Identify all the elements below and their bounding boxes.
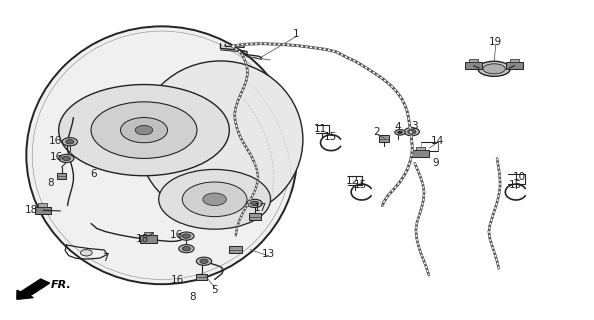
Bar: [465, 62, 482, 69]
Circle shape: [59, 84, 229, 176]
Ellipse shape: [483, 64, 505, 74]
Circle shape: [203, 193, 226, 205]
Text: 4: 4: [395, 122, 402, 132]
Circle shape: [247, 199, 263, 207]
Bar: [510, 59, 519, 62]
Text: 18: 18: [136, 234, 150, 244]
Text: 16: 16: [170, 275, 184, 285]
Circle shape: [62, 138, 77, 146]
Text: 19: 19: [489, 37, 503, 47]
Circle shape: [59, 154, 74, 163]
Bar: [416, 147, 425, 150]
Bar: [379, 135, 390, 142]
Circle shape: [200, 259, 208, 263]
Circle shape: [135, 125, 153, 135]
Circle shape: [159, 169, 270, 229]
Text: 8: 8: [48, 178, 54, 188]
Text: 5: 5: [211, 284, 218, 294]
Text: 12: 12: [346, 176, 359, 186]
Text: 1: 1: [292, 29, 299, 39]
Circle shape: [62, 156, 71, 161]
Ellipse shape: [138, 61, 303, 218]
Ellipse shape: [478, 61, 510, 76]
Text: 9: 9: [432, 157, 438, 167]
Text: 11: 11: [314, 124, 327, 133]
Text: 16: 16: [170, 230, 183, 240]
Text: FR.: FR.: [51, 280, 72, 290]
Bar: [144, 232, 153, 236]
Circle shape: [251, 201, 259, 205]
Text: 8: 8: [189, 292, 195, 302]
Text: 6: 6: [91, 169, 97, 179]
Circle shape: [91, 102, 197, 158]
Circle shape: [179, 232, 194, 240]
Circle shape: [404, 128, 419, 136]
Bar: [38, 204, 48, 206]
Text: 7: 7: [102, 253, 109, 263]
Ellipse shape: [26, 26, 297, 284]
Circle shape: [182, 246, 191, 251]
Text: 3: 3: [412, 121, 418, 131]
Text: 16: 16: [49, 135, 62, 146]
Circle shape: [80, 250, 92, 256]
Text: 16: 16: [50, 153, 64, 163]
Bar: [412, 150, 429, 157]
Text: 2: 2: [373, 127, 380, 137]
Circle shape: [197, 257, 211, 265]
Bar: [57, 173, 66, 180]
Bar: [34, 206, 51, 214]
Circle shape: [182, 182, 247, 217]
Circle shape: [407, 130, 416, 134]
Text: 15: 15: [354, 180, 367, 190]
Text: 14: 14: [431, 135, 444, 146]
Circle shape: [182, 234, 191, 238]
Circle shape: [121, 117, 168, 143]
Text: 13: 13: [262, 249, 276, 259]
Text: 18: 18: [24, 205, 37, 215]
Bar: [507, 62, 523, 69]
Circle shape: [66, 140, 74, 144]
Bar: [469, 59, 478, 62]
Text: 15: 15: [509, 180, 523, 190]
Circle shape: [397, 131, 402, 134]
Circle shape: [394, 130, 405, 135]
Text: 15: 15: [323, 132, 337, 142]
Bar: [229, 246, 242, 253]
Text: 17: 17: [254, 203, 267, 213]
Bar: [140, 236, 157, 243]
Text: 10: 10: [513, 172, 526, 182]
FancyArrow shape: [17, 279, 50, 299]
Bar: [249, 213, 261, 220]
Circle shape: [179, 244, 194, 253]
Bar: [197, 274, 207, 280]
